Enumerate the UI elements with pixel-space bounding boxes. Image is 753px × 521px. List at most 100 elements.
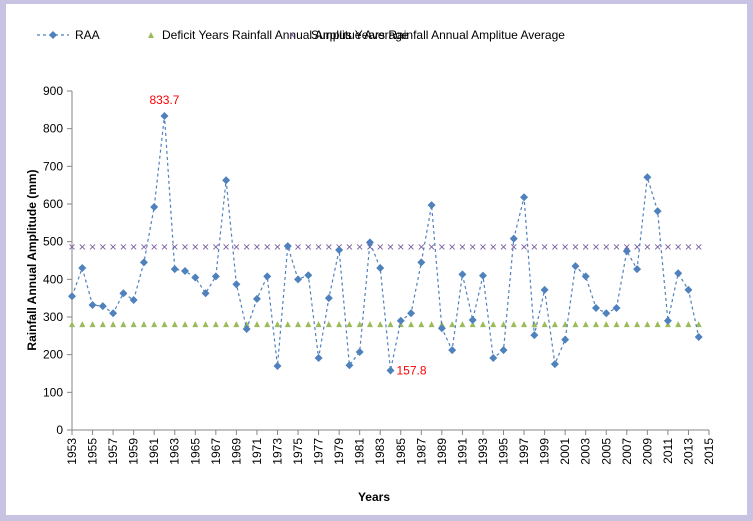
deficit-average-marker xyxy=(449,321,456,328)
deficit-average-marker xyxy=(110,321,117,328)
deficit-average-marker xyxy=(479,321,486,328)
raa-point xyxy=(88,300,97,309)
deficit-average-marker xyxy=(89,321,96,328)
raa-point xyxy=(612,303,621,312)
deficit-average-marker xyxy=(295,321,302,328)
surplus-average-marker xyxy=(202,244,209,250)
x-tick-label: 1985 xyxy=(394,438,408,465)
deficit-average-marker xyxy=(233,321,240,328)
surplus-average-marker xyxy=(603,244,610,250)
deficit-average-marker xyxy=(428,321,435,328)
deficit-average-marker xyxy=(253,321,260,328)
x-tick-label: 2003 xyxy=(579,438,593,465)
deficit-average-marker xyxy=(408,321,415,328)
data-label-min: 157.8 xyxy=(397,364,427,378)
raa-point xyxy=(191,273,200,282)
raa-point xyxy=(160,111,169,120)
x-tick-label: 1999 xyxy=(538,438,552,465)
surplus-average-marker xyxy=(182,244,188,250)
raa-point xyxy=(68,292,76,301)
raa-point xyxy=(489,354,498,363)
surplus-average-marker xyxy=(531,244,538,250)
surplus-average-marker xyxy=(233,244,240,250)
deficit-average-marker xyxy=(99,321,106,328)
surplus-average-marker xyxy=(665,244,671,250)
deficit-average-marker xyxy=(644,321,651,328)
x-tick-label: 1979 xyxy=(332,438,346,465)
deficit-average-marker xyxy=(387,321,394,328)
deficit-average-marker xyxy=(654,321,661,328)
surplus-average-marker xyxy=(408,244,414,250)
deficit-average-marker xyxy=(551,321,558,328)
raa-point xyxy=(684,285,693,294)
raa-point xyxy=(448,346,457,355)
raa-point xyxy=(674,269,683,278)
deficit-average-marker xyxy=(510,321,517,328)
x-tick-label: 1995 xyxy=(497,438,511,465)
raa-point xyxy=(294,275,303,284)
raa-point xyxy=(417,258,426,267)
deficit-average-marker xyxy=(490,321,497,328)
raa-point xyxy=(694,332,703,341)
deficit-average-marker xyxy=(315,321,322,328)
deficit-average-marker xyxy=(531,321,538,328)
raa-point xyxy=(478,271,487,280)
legend: RAA Deficit Years Rainfall Annual Amplit… xyxy=(37,28,565,42)
raa-point xyxy=(129,296,138,305)
raa-point xyxy=(314,354,323,363)
x-tick-label: 1957 xyxy=(106,438,120,465)
x-tick-label: 2009 xyxy=(640,438,654,465)
raa-point xyxy=(530,331,539,340)
deficit-average-marker xyxy=(182,321,189,328)
surplus-average-marker xyxy=(552,244,558,250)
raa-point xyxy=(263,272,272,281)
surplus-average-marker xyxy=(582,244,589,250)
raa-point xyxy=(170,265,179,274)
deficit-average-marker xyxy=(151,321,158,328)
surplus-average-marker xyxy=(644,244,651,250)
deficit-average-marker xyxy=(346,321,353,328)
deficit-average-marker xyxy=(325,321,332,328)
deficit-average-marker xyxy=(613,321,620,328)
surplus-average-marker xyxy=(69,244,75,250)
surplus-average-marker xyxy=(161,244,168,250)
raa-point xyxy=(509,234,518,243)
legend-triangle-icon xyxy=(148,32,154,38)
raa-point xyxy=(643,173,652,182)
x-tick-label: 2013 xyxy=(681,438,695,465)
x-tick-label: 1959 xyxy=(127,438,141,465)
y-tick-label: 300 xyxy=(43,310,63,324)
raa-point xyxy=(181,267,190,276)
deficit-average-marker xyxy=(69,321,75,328)
surplus-average-marker xyxy=(79,244,86,250)
y-tick-label: 0 xyxy=(56,423,63,437)
surplus-average-marker xyxy=(110,244,116,250)
raa-series xyxy=(68,111,703,375)
deficit-average-marker xyxy=(582,321,589,328)
deficit-average-marker xyxy=(120,321,127,328)
deficit-average-marker xyxy=(79,321,86,328)
raa-point xyxy=(252,294,261,303)
raa-point xyxy=(201,289,210,298)
annotations: 833.7 157.8 xyxy=(149,93,426,378)
x-tick-labels: 1953 1955 1957 1959 1961 1963 1965 1967 1969 1971… xyxy=(65,438,716,465)
surplus-average-marker xyxy=(418,244,425,250)
surplus-average-marker xyxy=(254,244,260,250)
raa-point xyxy=(407,309,416,318)
raa-point xyxy=(653,207,662,216)
raa-point xyxy=(335,245,344,254)
raa-point xyxy=(345,361,354,370)
raa-point xyxy=(499,346,508,355)
raa-point xyxy=(550,360,559,369)
raa-point xyxy=(663,316,672,325)
x-tick-label: 2001 xyxy=(558,438,572,465)
surplus-average-marker xyxy=(243,244,250,250)
surplus-average-marker xyxy=(654,244,661,250)
surplus-average-marker xyxy=(541,244,548,250)
deficit-average-marker xyxy=(695,321,702,328)
x-tick-label: 1963 xyxy=(168,438,182,465)
raa-point xyxy=(633,265,642,274)
x-tick-label: 2015 xyxy=(702,438,716,465)
x-tick-label: 1975 xyxy=(291,438,305,465)
deficit-average-marker xyxy=(202,321,209,328)
